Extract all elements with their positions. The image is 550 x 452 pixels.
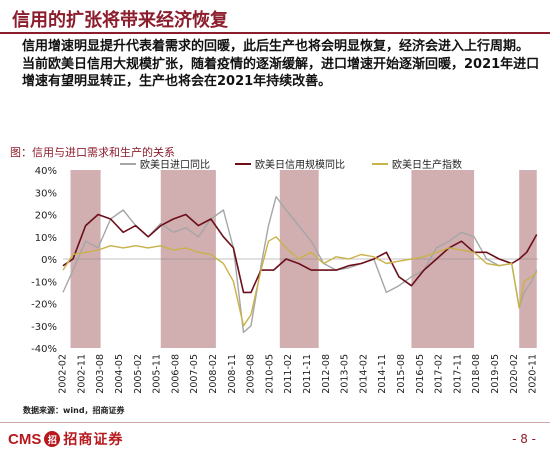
x-tick-label: 2005-02 — [133, 354, 144, 394]
y-tick-label: -10% — [31, 277, 57, 288]
y-tick-label: 0% — [41, 255, 57, 266]
brand-logo: CMS 招 招商证券 — [8, 429, 123, 449]
page-title: 信用的扩张将带来经济恢复 — [12, 10, 228, 31]
x-tick-label: 2002-02 — [58, 354, 69, 394]
x-tick-label: 2006-08 — [170, 354, 181, 394]
x-tick-label: 2005-11 — [152, 354, 163, 394]
x-tick-label: 2010-05 — [264, 354, 275, 394]
legend-label: 欧美日信用规模同比 — [255, 158, 345, 171]
x-tick-label: 2004-05 — [114, 354, 125, 394]
x-tick-label: 2016-05 — [415, 354, 426, 394]
x-tick-label: 2015-08 — [396, 354, 407, 394]
x-tick-label: 2018-08 — [471, 354, 482, 394]
x-tick-label: 2014-02 — [358, 354, 369, 394]
series-line — [62, 213, 538, 294]
series-line — [62, 236, 538, 327]
x-tick-label: 2008-02 — [208, 354, 219, 394]
x-tick-label: 2011-11 — [302, 354, 313, 394]
x-tick-label: 2013-05 — [340, 354, 351, 394]
x-tick-label: 2003-08 — [95, 354, 106, 394]
x-tick-label: 2002-11 — [76, 354, 87, 394]
x-tick-label: 2017-02 — [434, 354, 445, 394]
chart-svg: 40% 30% 20% 10% 0% -10% -20% -30% -40%2002-02 200… — [31, 158, 539, 394]
x-tick-label: 2019-05 — [490, 354, 501, 394]
chart-title: 图：信用与进口需求和生产的关系 — [10, 146, 175, 159]
logo-chinese-name: 招商证券 — [63, 432, 124, 448]
y-tick-label: 40% — [35, 166, 57, 177]
legend-label: 欧美日进口同比 — [140, 158, 210, 171]
y-tick-label: 20% — [35, 211, 57, 222]
y-tick-label: -40% — [31, 344, 57, 355]
title-divider — [0, 32, 550, 34]
logo-text: CMS — [8, 430, 42, 448]
x-tick-label: 2012-08 — [321, 354, 332, 394]
x-tick-label: 2007-05 — [189, 354, 200, 394]
x-tick-label: 2011-02 — [283, 354, 294, 394]
body-paragraph: 信用增速明显提升代表着需求的回暖，此后生产也将会明显恢复，经济会进入上行周期。当… — [22, 39, 540, 89]
page-number: - 8 - — [512, 432, 536, 446]
chart-area: 40% 30% 20% 10% 0% -10% -20% -30% -40% 2002-02 200… — [0, 140, 550, 410]
y-tick-label: 10% — [35, 233, 57, 244]
source-note: 数据来源：wind，招商证券 — [23, 406, 125, 415]
x-tick-label: 2008-11 — [227, 354, 238, 394]
y-tick-label: -30% — [31, 322, 57, 333]
y-tick-label: -20% — [31, 300, 57, 311]
y-tick-label: 30% — [35, 188, 57, 199]
logo-mark-icon: 招 — [44, 431, 61, 447]
x-tick-label: 2020-02 — [509, 354, 520, 394]
x-tick-label: 2009-08 — [246, 354, 257, 394]
x-tick-label: 2014-11 — [377, 354, 388, 394]
x-tick-label: 2020-11 — [528, 354, 539, 394]
footer-divider — [0, 422, 550, 423]
legend-label: 欧美日生产指数 — [392, 158, 462, 171]
x-tick-label: 2017-11 — [452, 354, 463, 394]
